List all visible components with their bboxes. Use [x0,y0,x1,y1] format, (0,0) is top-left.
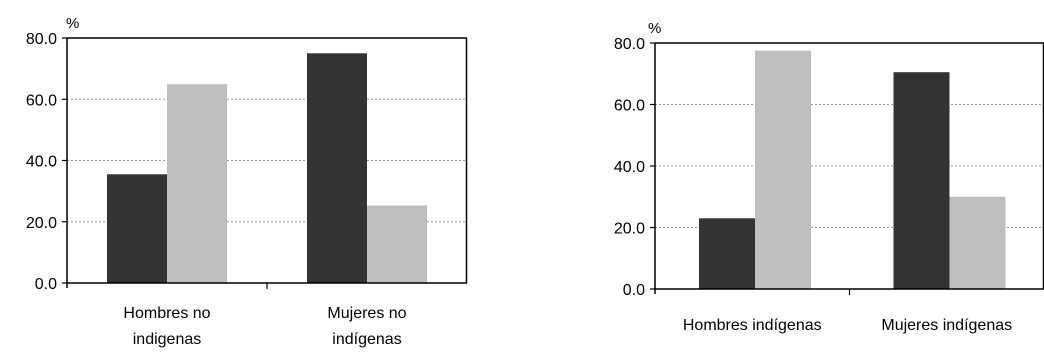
chart1-bar-2-series-1 [307,53,367,283]
chart1-unit-label: % [66,15,79,32]
chart1-y-tick-label: 20.0 [26,215,57,232]
chart2-y-tick-label: 60.0 [614,98,645,115]
chart2-bar-1-series-1 [699,218,755,289]
chart2-y-tick-label: 20.0 [614,221,645,238]
chart2-bar-1-series-2 [755,50,811,289]
chart1-y-tick-label: 60.0 [26,92,57,109]
chart2-unit-label: % [648,20,661,37]
chart2-bar-2-series-2 [949,196,1006,289]
chart1-category-label: Mujeres no indígenas [327,305,406,348]
chart1-bar-1-series-1 [107,174,167,283]
chart1-category-label: Hombres no indigenas [123,305,210,348]
chart1-bar-1-series-2 [167,84,227,284]
chart2-category-label: Hombres indígenas [683,317,822,334]
chart1-bar-2-series-2 [367,205,427,283]
chart2-bar-2-series-1 [893,72,950,290]
chart2-y-tick-label: 80.0 [614,36,645,53]
chart1-y-tick-label: 40.0 [26,154,57,171]
chart1-y-tick-label: 80.0 [26,31,57,48]
chart2-y-tick-label: 0.0 [623,282,645,299]
chart2-y-tick-label: 40.0 [614,159,645,176]
chart1-y-tick-label: 0.0 [35,276,57,293]
chart2-category-label: Mujeres indígenas [881,317,1012,334]
